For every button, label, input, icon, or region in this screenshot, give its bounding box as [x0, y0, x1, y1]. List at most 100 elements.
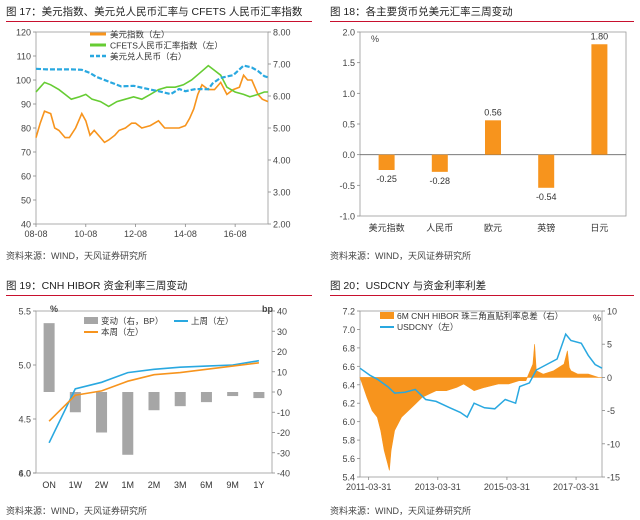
fig20-left-tick-label: 7.0 [342, 325, 355, 335]
figure-20-title-rule [330, 295, 634, 296]
fig19-left-tick-label: 4.5 [18, 415, 31, 425]
fig19-category-label: ON [42, 480, 56, 490]
fig18-category-label: 人民币 [426, 223, 453, 233]
fig17-right-tick-label: 4.00 [273, 156, 291, 166]
fig17-x-tick-label: 14-08 [174, 229, 197, 239]
fig20-x-tick-label: 2011-03-31 [346, 482, 391, 492]
fig17-x-tick-label: 08-08 [24, 229, 47, 239]
fig19-right-tick-label: -20 [277, 428, 290, 438]
figure-20-title: 图 20：USDCNY 与资金利率利差 [330, 280, 487, 292]
fig17-left-tick-label: 90 [21, 100, 31, 110]
fig17-series-line-2 [35, 64, 269, 96]
figure-19-title: 图 19：CNH HIBOR 资金利率三周变动 [6, 280, 188, 292]
fig19-left-tick-label: 5.5 [18, 307, 31, 317]
figure-20-panel: 图 20：USDCNY 与资金利率利差 5.4 5.6 5.8 6.0 6.2 6.4 6.… [330, 278, 634, 518]
figure-17-title: 图 17：美元指数、美元兑人民币汇率与 CFETS 人民币汇率指数 [6, 6, 303, 18]
figure-17-panel: 图 17：美元指数、美元兑人民币汇率与 CFETS 人民币汇率指数 40 50 60… [6, 4, 312, 262]
fig18-y-tick-label: 0.5 [342, 120, 355, 130]
fig17-left-tick-label: 60 [21, 172, 31, 182]
fig18-bar [591, 44, 608, 155]
fig19-change-bar [200, 392, 212, 403]
fig17-right-tick-label: 7.00 [273, 60, 291, 70]
figure-18-source: 资料来源：WIND，天风证券研究所 [330, 251, 471, 261]
fig17-legend-label: 美元指数（左） [110, 30, 170, 40]
figure-17-chart: 40 50 60 70 80 90 100 110 120 2.00 3.00 4.00 5.00 6.0… [16, 28, 291, 240]
fig17-right-tick-label: 8.00 [273, 28, 291, 38]
fig19-right-tick-label: -10 [277, 408, 290, 418]
figure-17-title-rule [6, 21, 312, 22]
fig19-right-unit: bp [262, 304, 273, 314]
fig18-value-label: 1.80 [591, 31, 609, 41]
fig18-bar [485, 120, 501, 155]
fig20-left-tick-label: 7.2 [342, 307, 355, 317]
fig19-left-tick-label: 6.0 [18, 469, 31, 479]
fig17-x-tick-label: 16-08 [224, 229, 247, 239]
fig19-change-bar [253, 392, 265, 399]
fig17-x-tick-label: 10-08 [74, 229, 97, 239]
fig19-left-tick-label: 4.0 [18, 469, 31, 479]
fig20-x-tick-label: 2017-03-31 [553, 482, 599, 492]
fig18-category-label: 美元指数 [369, 222, 405, 233]
fig20-right-tick-label: 5 [607, 340, 612, 350]
fig18-value-label: -0.28 [430, 176, 451, 186]
fig20-left-tick-label: 6.8 [342, 343, 355, 353]
fig19-series-line-1 [48, 359, 260, 444]
fig17-right-tick-label: 5.00 [273, 124, 291, 134]
fig19-series-line-2 [48, 362, 259, 422]
fig19-category-label: 6M [200, 480, 213, 490]
fig19-left-unit: % [50, 304, 58, 314]
fig20-left-tick-label: 5.6 [342, 454, 355, 464]
fig18-value-label: -0.54 [536, 192, 557, 202]
fig19-legend-swatch [84, 317, 98, 324]
fig20-legend-swatch [380, 312, 394, 319]
fig19-right-tick-label: 0 [277, 388, 282, 398]
fig19-change-bar [122, 392, 134, 455]
fig18-y-tick-label: -0.5 [339, 181, 355, 191]
fig20-x-tick-label: 2013-03-31 [415, 482, 461, 492]
fig19-right-tick-label: 20 [277, 347, 287, 357]
fig18-value-label: 0.56 [484, 107, 502, 117]
fig19-right-tick-label: 40 [277, 307, 287, 317]
fig20-plot-frame [359, 310, 603, 478]
fig20-usdcny-line [359, 332, 603, 419]
figure-18-title: 图 18：各主要货币兑美元汇率三周变动 [330, 6, 513, 18]
fig17-x-tick-label: 12-08 [124, 229, 147, 239]
fig20-left-tick-label: 6.6 [342, 362, 355, 372]
fig17-left-tick-label: 80 [21, 124, 31, 134]
fig20-right-tick-label: 0 [607, 373, 612, 383]
fig19-legend-label: 变动（右，BP） [101, 316, 163, 326]
fig19-category-label: 1Y [253, 480, 264, 490]
fig17-right-tick-label: 6.00 [273, 92, 291, 102]
fig19-change-bar [227, 392, 239, 397]
fig19-change-bar [69, 392, 81, 413]
fig18-y-tick-label: 1.5 [342, 58, 355, 68]
fig20-left-tick-label: 5.8 [342, 436, 355, 446]
fig17-legend-label: 美元兑人民币（右） [110, 52, 187, 62]
fig20-right-tick-label: -5 [607, 406, 615, 416]
fig20-left-tick-label: 5.4 [342, 473, 355, 483]
figure-19-chart: 6.04.0 4.5 5.0 5.5 -40 -30 -20 -10 0 10 20 30 40% bp O… [18, 304, 290, 490]
fig18-y-tick-label: 2.0 [342, 28, 355, 38]
fig19-legend-label: 本周（左） [101, 327, 144, 337]
fig17-legend-label: CFETS人民币汇率指数（左） [110, 41, 223, 51]
fig17-left-tick-label: 100 [16, 76, 31, 86]
fig18-bar [431, 154, 448, 172]
fig17-left-tick-label: 40 [21, 220, 31, 230]
fig19-change-bar [96, 392, 108, 433]
fig18-category-label: 英镑 [537, 222, 555, 233]
fig18-bar [378, 154, 395, 170]
fig18-y-tick-label: 1.0 [342, 89, 355, 99]
fig20-left-tick-label: 6.4 [342, 380, 355, 390]
figure-18-chart: -1.0 -0.5 0.0 0.5 1.0 1.5 2.0% -0.25 美元指数 -0.28 人民… [339, 28, 627, 233]
figure-18-panel: 图 18：各主要货币兑美元汇率三周变动 -1.0 -0.5 0.0 0.5 1.0 1.5… [330, 4, 634, 262]
figure-20-chart: 5.4 5.6 5.8 6.0 6.2 6.4 6.6 6.8 7.0 7.2 -15 -10 -5 0 5… [342, 307, 620, 493]
fig19-change-bar [43, 323, 55, 392]
fig20-right-tick-label: -15 [607, 473, 620, 483]
fig18-y-tick-label: -1.0 [339, 212, 355, 222]
figure-19-panel: 图 19：CNH HIBOR 资金利率三周变动 6.0 4.0 4.5 5.0 5.5 -… [6, 278, 312, 518]
fig19-right-tick-label: 10 [277, 367, 287, 377]
fig18-value-label: -0.25 [376, 174, 397, 184]
fig19-right-tick-label: 30 [277, 327, 287, 337]
fig20-left-tick-label: 6.2 [342, 399, 355, 409]
fig19-category-label: 2W [95, 480, 109, 490]
